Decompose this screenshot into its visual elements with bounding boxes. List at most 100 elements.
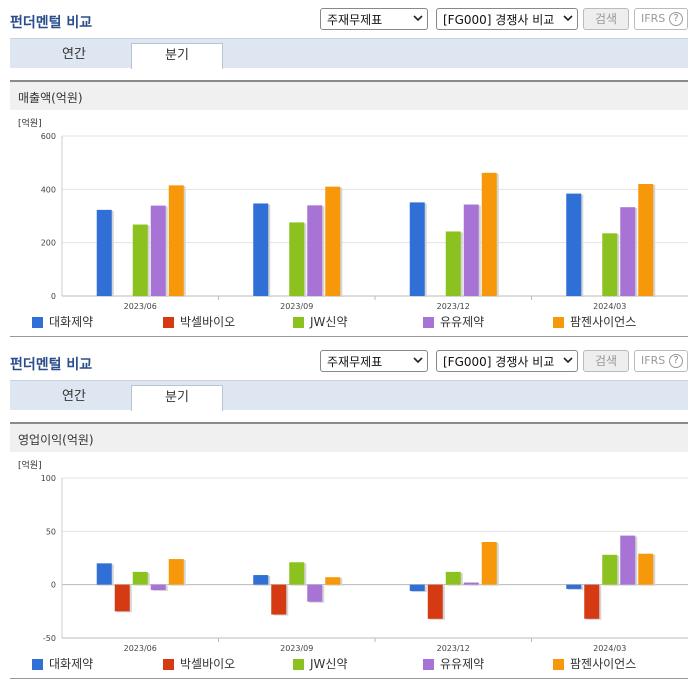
legend-label[interactable]: 대화제약: [49, 656, 93, 671]
legend-swatch: [553, 659, 564, 670]
y-unit-label: [억원]: [18, 459, 42, 471]
bar: [463, 582, 479, 585]
y-tick-label: -50: [43, 634, 56, 643]
fundamental-panel-operating-profit: 펀더멘털 비교 주재무제표 [FG000] 경쟁사 비교 검색 IFRS ? 연…: [0, 342, 696, 684]
legend-label[interactable]: 팜젠사이언스: [570, 657, 636, 671]
bar: [638, 553, 654, 585]
bar: [481, 542, 497, 585]
bar: [409, 202, 425, 296]
ifrs-help-button[interactable]: IFRS ?: [634, 350, 688, 372]
bar: [150, 584, 166, 590]
x-tick-label: 2023/12: [437, 644, 470, 653]
compare-select[interactable]: [FG000] 경쟁사 비교: [436, 8, 578, 30]
search-button[interactable]: 검색: [583, 350, 629, 372]
bar: [445, 231, 461, 296]
legend-label[interactable]: JW신약: [309, 314, 348, 329]
panel-divider: [10, 336, 688, 337]
legend-swatch: [423, 317, 434, 328]
legend-swatch: [423, 659, 434, 670]
bar: [427, 584, 443, 619]
legend-label[interactable]: 팜젠사이언스: [570, 315, 636, 329]
bar: [620, 535, 636, 585]
statement-select[interactable]: 주재무제표: [320, 350, 428, 372]
bar: [168, 185, 184, 296]
bar: [307, 584, 323, 602]
bar-chart: [억원] -50 0 50 100 2023/06 2023/09 2023/12 2024/0…: [18, 459, 688, 671]
legend-swatch: [32, 317, 43, 328]
legend-label[interactable]: 박셀바이오: [180, 657, 235, 671]
bar: [168, 559, 184, 585]
bar: [566, 584, 582, 589]
statement-select-value: 주재무제표: [327, 13, 383, 27]
chevron-down-icon: [563, 357, 573, 364]
bar: [253, 575, 269, 585]
legend-swatch: [293, 317, 304, 328]
statement-select[interactable]: 주재무제표: [320, 8, 428, 30]
bar: [463, 204, 479, 296]
metric-title: 매출액(억원): [18, 91, 83, 105]
x-tick-label: 2024/03: [593, 644, 626, 653]
legend-label[interactable]: 유유제약: [440, 314, 484, 329]
tab-annual[interactable]: 연간: [62, 389, 86, 404]
metric-title: 영업이익(억원): [18, 433, 94, 447]
metric-header: 매출액(억원): [10, 80, 688, 110]
bar: [307, 205, 323, 296]
x-tick-label: 2023/09: [280, 644, 313, 653]
bar: [602, 233, 618, 296]
bar: [325, 186, 341, 296]
bar: [253, 203, 269, 296]
bar: [566, 193, 582, 296]
bar: [620, 207, 636, 296]
chevron-down-icon: [563, 15, 573, 22]
legend-swatch: [293, 659, 304, 670]
bar: [481, 172, 497, 296]
chevron-down-icon: [413, 357, 423, 364]
bar: [96, 563, 112, 585]
bar: [114, 584, 130, 612]
ifrs-label: IFRS: [641, 12, 666, 25]
help-icon: ?: [669, 12, 683, 26]
x-tick-label: 2023/06: [124, 302, 157, 311]
chevron-down-icon: [413, 15, 423, 22]
bar: [325, 577, 341, 585]
period-tabs: 연간 분기: [10, 38, 688, 69]
bar: [271, 584, 287, 615]
metric-header: 영업이익(억원): [10, 422, 688, 452]
y-unit-label: [억원]: [18, 117, 42, 129]
bar: [638, 184, 654, 296]
compare-select-value: [FG000] 경쟁사 비교: [443, 13, 555, 27]
section-title: 펀더멘털 비교: [10, 15, 93, 31]
bar: [584, 584, 600, 619]
search-button[interactable]: 검색: [583, 8, 629, 30]
legend-label[interactable]: 대화제약: [49, 314, 93, 329]
panel-divider: [10, 678, 688, 679]
y-tick-label: 400: [41, 185, 56, 194]
y-tick-label: 0: [51, 581, 56, 590]
y-tick-label: 600: [41, 132, 56, 141]
fundamental-panel-revenue: 펀더멘털 비교 주재무제표 [FG000] 경쟁사 비교 검색 IFRS ? 연…: [0, 0, 696, 337]
legend-swatch: [163, 659, 174, 670]
legend-label[interactable]: JW신약: [309, 656, 348, 671]
y-tick-label: 100: [41, 474, 56, 483]
panel-header: 펀더멘털 비교 주재무제표 [FG000] 경쟁사 비교 검색 IFRS ?: [0, 0, 696, 36]
legend-swatch: [32, 659, 43, 670]
compare-select[interactable]: [FG000] 경쟁사 비교: [436, 350, 578, 372]
y-tick-label: 50: [46, 527, 56, 536]
panel-header: 펀더멘털 비교 주재무제표 [FG000] 경쟁사 비교 검색 IFRS ?: [0, 342, 696, 378]
tab-quarterly[interactable]: 분기: [131, 43, 223, 69]
tab-quarterly[interactable]: 분기: [131, 385, 223, 411]
legend-label[interactable]: 박셀바이오: [180, 315, 235, 329]
help-icon: ?: [669, 354, 683, 368]
bar: [96, 209, 112, 296]
x-tick-label: 2024/03: [593, 302, 626, 311]
ifrs-label: IFRS: [641, 354, 666, 367]
ifrs-help-button[interactable]: IFRS ?: [634, 8, 688, 30]
legend-swatch: [163, 317, 174, 328]
bar-chart: [억원] 0 200 400 600 2023/06 2023/09 2023/12 2024/…: [18, 117, 688, 329]
tab-annual[interactable]: 연간: [62, 47, 86, 62]
bar: [150, 205, 166, 296]
y-tick-label: 200: [41, 239, 56, 248]
legend-label[interactable]: 유유제약: [440, 656, 484, 671]
statement-select-value: 주재무제표: [327, 355, 383, 369]
bar: [132, 224, 148, 296]
